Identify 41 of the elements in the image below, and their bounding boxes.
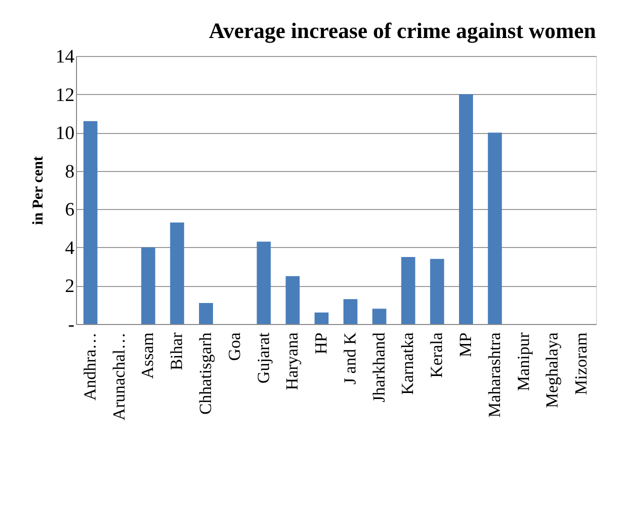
x-tick-label: Maharashtra xyxy=(484,332,504,418)
x-tick-label: Chhatisgarh xyxy=(196,332,215,415)
x-tick-label: Andhra… xyxy=(80,332,100,400)
bar xyxy=(372,308,386,324)
chart-title: Average increase of crime against women xyxy=(208,18,596,43)
bar xyxy=(199,302,213,324)
bar xyxy=(314,312,329,324)
x-tick-label: Jharkhand xyxy=(369,332,388,402)
bar xyxy=(459,94,473,324)
y-tick-label: 8 xyxy=(65,161,74,182)
y-tick-label: 12 xyxy=(56,84,74,106)
x-tick-label: Meghalaya xyxy=(542,332,562,408)
bar xyxy=(343,299,358,324)
x-tick-label: J and K xyxy=(340,332,360,384)
bar xyxy=(170,222,184,324)
bar xyxy=(256,242,271,324)
bar xyxy=(141,247,156,324)
x-tick-label: Haryana xyxy=(282,332,302,390)
x-tick-label: Karnatka xyxy=(398,332,418,395)
y-tick-label: 2 xyxy=(65,276,74,298)
x-tick-label: Bihar xyxy=(167,332,186,370)
x-tick-label: HP xyxy=(312,332,331,354)
bar xyxy=(430,258,444,324)
bar xyxy=(401,257,416,324)
y-tick-label: 6 xyxy=(65,200,74,221)
x-tick-label: Assam xyxy=(138,332,158,379)
bar xyxy=(83,121,98,324)
x-tick-label: Manipur xyxy=(514,332,533,392)
x-tick-label: Arunachal… xyxy=(109,332,128,420)
y-tick-label: 4 xyxy=(65,238,75,259)
x-tick-label: Kerala xyxy=(427,332,446,378)
bar xyxy=(488,132,502,324)
x-tick-label: Mizoram xyxy=(572,332,591,395)
bar xyxy=(286,276,300,324)
x-tick-label: MP xyxy=(456,332,475,358)
y-axis-title: in Per cent xyxy=(30,156,46,225)
y-tick-label: - xyxy=(68,314,74,336)
y-tick-label: 10 xyxy=(56,123,74,144)
x-tick-label: Goa xyxy=(224,332,244,361)
y-tick-label: 14 xyxy=(56,46,75,68)
x-tick-label: Gujarat xyxy=(254,332,273,384)
